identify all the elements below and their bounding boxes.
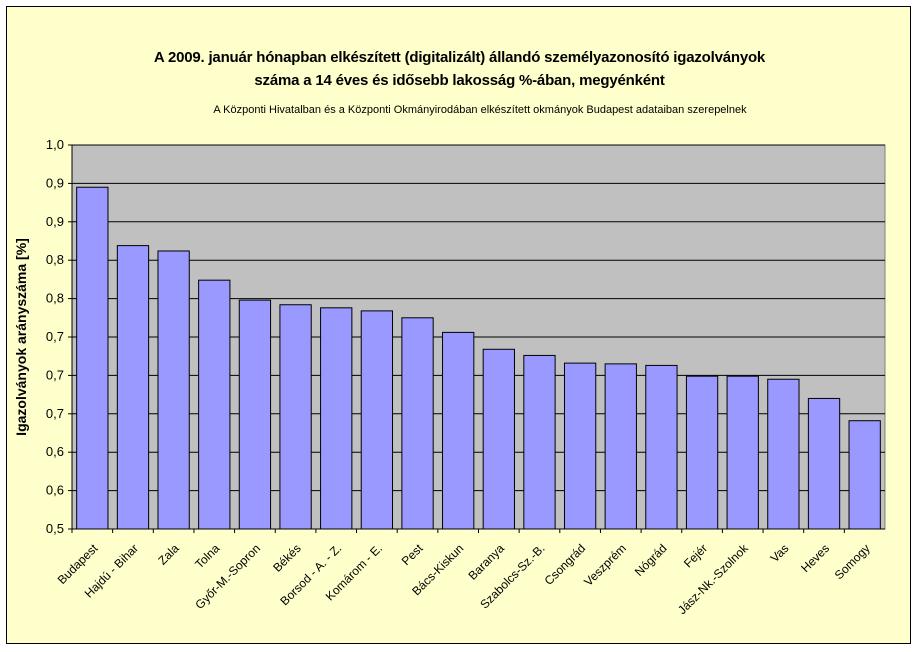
bar: [563, 362, 597, 530]
bar: [726, 375, 759, 530]
x-tick-label: Pest: [399, 541, 426, 568]
bar: [767, 378, 800, 530]
y-tick-label: 0,7: [46, 406, 64, 421]
bar: [685, 375, 719, 530]
x-tick-label: Zala: [155, 541, 182, 568]
chart-title-line-1: A 2009. január hónapban elkészített (dig…: [153, 49, 766, 66]
x-tick-label: Békés: [270, 541, 303, 574]
bar: [157, 250, 190, 530]
bar: [320, 307, 353, 530]
bar: [198, 279, 231, 530]
y-axis-label: Igazolványok arányszáma [%]: [13, 238, 29, 436]
bar: [76, 186, 109, 530]
y-tick-label: 0,7: [46, 329, 64, 344]
x-tick-label: Veszprém: [581, 541, 629, 589]
y-tick-label: 0,9: [46, 214, 64, 229]
x-tick-label: Nógrád: [632, 541, 670, 579]
x-tick-label: Tolna: [192, 541, 222, 571]
bar: [401, 317, 434, 530]
y-tick-label: 0,6: [46, 444, 64, 459]
chart-subtitle: A Központi Hivatalban és a Központi Okmá…: [213, 104, 747, 116]
y-tick-labels: 0,5 0,6 0,6 0,7 0,7 0,7 0,8 0,8 0,9 0,9 1,0: [46, 137, 72, 536]
bar: [604, 363, 637, 530]
y-tick-label: 0,8: [46, 291, 64, 306]
bar: [360, 310, 394, 530]
y-tick-label: 0,6: [46, 483, 64, 498]
x-tick-label: Vas: [768, 541, 792, 565]
x-tick-label: Fejér: [681, 541, 710, 570]
bar: [238, 299, 272, 530]
y-tick-label: 0,8: [46, 252, 64, 267]
chart-title-line-2: száma a 14 éves és idősebb lakosság %-áb…: [254, 72, 665, 89]
bar: [848, 420, 881, 530]
bars: [76, 186, 881, 530]
y-tick-label: 1,0: [46, 137, 64, 152]
y-tick-label: 0,5: [46, 521, 64, 536]
x-tick-label: Heves: [798, 541, 832, 575]
bar: [482, 348, 515, 530]
bar: [442, 331, 475, 530]
y-tick-label: 0,9: [46, 175, 64, 190]
bar: [279, 304, 312, 530]
x-tick-label: Somogy: [832, 541, 873, 582]
bar: [116, 245, 150, 530]
x-tick-label: Baranya: [465, 541, 507, 583]
x-tick-label: Jász-Nk.-Szolnok: [675, 541, 752, 618]
y-tick-label: 0,7: [46, 367, 64, 382]
bar: [807, 397, 841, 530]
bar: [645, 364, 678, 530]
bar: [523, 354, 556, 530]
x-tick-label: Csongrád: [542, 541, 589, 588]
